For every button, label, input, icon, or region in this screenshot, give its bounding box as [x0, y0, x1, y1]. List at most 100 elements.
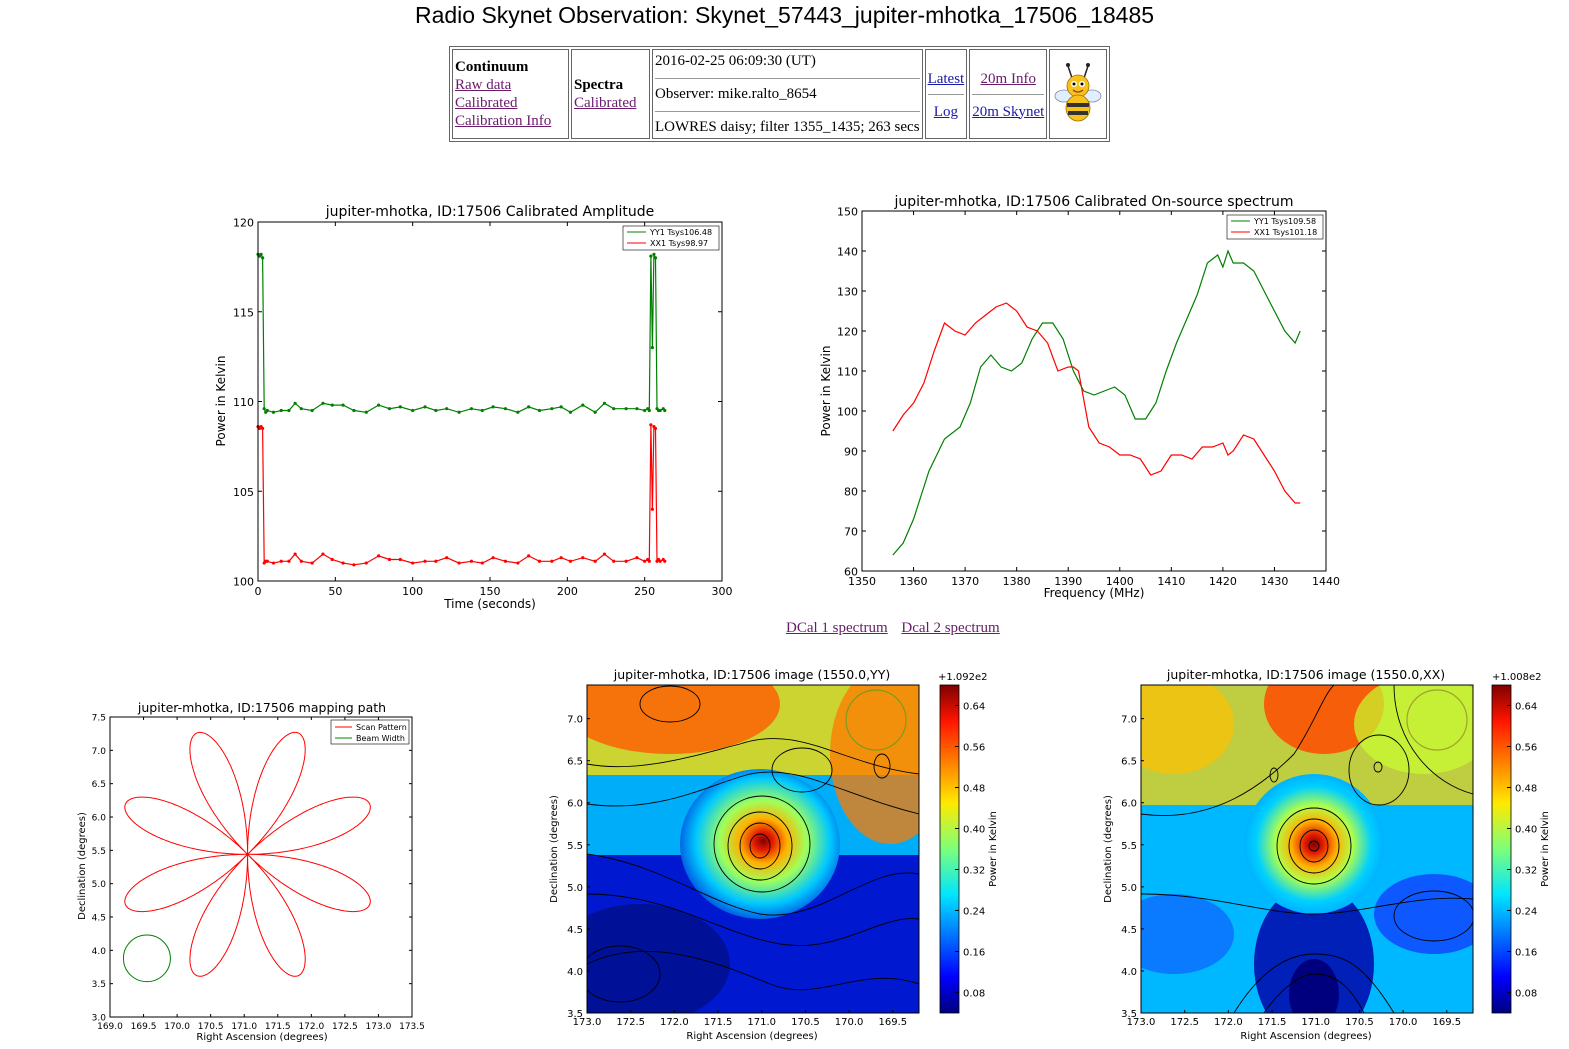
y-tick-label: 100	[837, 406, 858, 419]
continuum-calibrated-link[interactable]: Calibrated	[455, 95, 518, 111]
x-tick-label: 171.5	[1258, 1017, 1287, 1028]
y-tick-label: 4.0	[567, 967, 583, 978]
amplitude-chart: jupiter-mhotka, ID:17506 Calibrated Ampl…	[214, 204, 733, 611]
y-axis-label: Power in Kelvin	[819, 346, 833, 437]
y-tick-label: 110	[837, 366, 858, 379]
series-line	[892, 249, 1301, 556]
colorbar-tick-label: 0.48	[1515, 784, 1537, 795]
data-point	[398, 557, 402, 562]
y-tick-label: 100	[233, 576, 254, 589]
data-point	[364, 561, 368, 565]
x-tick-label: 171.0	[231, 1022, 257, 1032]
y-tick-label: 120	[837, 326, 858, 339]
x-tick-label: 50	[328, 585, 342, 598]
data-point	[480, 561, 484, 565]
x-tick-label: 171.5	[265, 1022, 291, 1032]
data-point	[341, 561, 345, 565]
xx-heatmap-chart: jupiter-mhotka, ID:17506 image (1550.0,X…	[1103, 667, 1551, 1042]
data-point	[647, 559, 651, 563]
y-axis-label: Power in Kelvin	[214, 356, 228, 447]
data-point	[537, 408, 542, 413]
legend-entry-xx1: XX1 Tsys98.97	[650, 239, 708, 248]
data-point	[352, 408, 356, 413]
calibration-info-link[interactable]: Calibration Info	[455, 113, 552, 129]
bee-mascot-icon[interactable]	[1050, 50, 1106, 138]
data-point	[527, 554, 531, 558]
data-point	[293, 401, 297, 405]
details-cell: 2016-02-25 06:09:30 (UT) Observer: mike.…	[652, 49, 923, 139]
y-tick-label: 5.0	[567, 883, 583, 894]
x-tick-label: 200	[557, 585, 578, 598]
spectra-calibrated-link[interactable]: Calibrated	[574, 95, 637, 111]
data-point	[550, 407, 554, 411]
data-point	[624, 559, 628, 563]
data-point	[649, 254, 653, 258]
data-point	[377, 554, 381, 558]
chart-title: jupiter-mhotka, ID:17506 Calibrated Ampl…	[325, 204, 655, 220]
x-axis-label: Right Ascension (degrees)	[196, 1032, 327, 1043]
y-tick-label: 90	[844, 446, 858, 459]
colorbar-tick-label: 0.40	[963, 825, 985, 836]
data-point	[457, 561, 461, 565]
data-point	[341, 403, 345, 407]
data-point	[550, 559, 554, 563]
data-point	[647, 408, 651, 413]
dcal2-spectrum-link[interactable]: Dcal 2 spectrum	[901, 620, 1000, 636]
y-tick-label: 5.0	[92, 880, 107, 890]
colorbar-label: Power in Kelvin	[1540, 811, 1551, 887]
log-link[interactable]: Log	[933, 103, 958, 120]
y-tick-label: 115	[233, 306, 254, 319]
x-tick-label: 250	[634, 585, 655, 598]
legend: YY1 Tsys109.58 XX1 Tsys101.18	[1226, 214, 1324, 240]
y-tick-label: 5.0	[1121, 883, 1137, 894]
latest-link[interactable]: Latest	[927, 70, 965, 87]
colorbar-tick-label: 0.32	[963, 866, 985, 877]
data-point	[445, 556, 449, 560]
x-tick-label: 1360	[900, 575, 928, 588]
data-point	[330, 403, 334, 407]
y-tick-label: 3.5	[1121, 1009, 1137, 1020]
data-point	[321, 401, 325, 405]
y-axis-label: Declination (degrees)	[1103, 795, 1114, 903]
data-point	[364, 410, 368, 414]
x-tick-label: 100	[402, 585, 423, 598]
data-point	[653, 256, 658, 260]
chart-title: jupiter-mhotka, ID:17506 image (1550.0,Y…	[613, 667, 890, 682]
raw-data-link[interactable]: Raw data	[455, 77, 512, 93]
data-point	[265, 408, 269, 413]
x-tick-label: 171.0	[747, 1017, 776, 1028]
data-point	[387, 407, 392, 411]
data-point	[259, 252, 263, 256]
heatmap-image	[1141, 685, 1473, 1013]
x-tick-label: 173.0	[366, 1022, 392, 1032]
data-point	[537, 559, 542, 563]
data-point	[602, 552, 607, 556]
x-axis-label: Right Ascension (degrees)	[1240, 1031, 1371, 1042]
x-axis-label: Right Ascension (degrees)	[686, 1031, 817, 1042]
data-point	[593, 559, 597, 563]
x-tick-label: 1440	[1312, 575, 1340, 588]
data-point	[612, 407, 616, 411]
colorbar-tick-label: 0.24	[963, 907, 985, 918]
x-tick-label: 173.0	[573, 1017, 602, 1028]
y-tick-label: 6.0	[92, 814, 107, 824]
x-tick-label: 172.5	[1170, 1017, 1199, 1028]
x-tick-label: 173.0	[1127, 1017, 1156, 1028]
dcal1-spectrum-link[interactable]: DCal 1 spectrum	[786, 620, 888, 636]
colorbar	[1491, 684, 1512, 1014]
y-tick-label: 110	[233, 396, 254, 409]
data-point	[581, 403, 585, 407]
x-tick-label: 1370	[951, 575, 979, 588]
x-tick-label: 169.5	[131, 1022, 157, 1032]
y-tick-label: 7.5	[92, 714, 106, 724]
y-tick-label: 6.0	[1121, 799, 1137, 810]
scan-pattern-path	[124, 731, 371, 977]
data-point	[411, 408, 415, 413]
legend-entry-scan: Scan Pattern	[356, 723, 407, 732]
20m-info-link[interactable]: 20m Info	[980, 70, 1036, 87]
series-line	[257, 253, 666, 414]
x-tick-label: 172.0	[298, 1022, 324, 1032]
20m-skynet-link[interactable]: 20m Skynet	[972, 103, 1045, 120]
y-tick-label: 3.5	[567, 1009, 583, 1020]
data-point	[635, 556, 639, 560]
